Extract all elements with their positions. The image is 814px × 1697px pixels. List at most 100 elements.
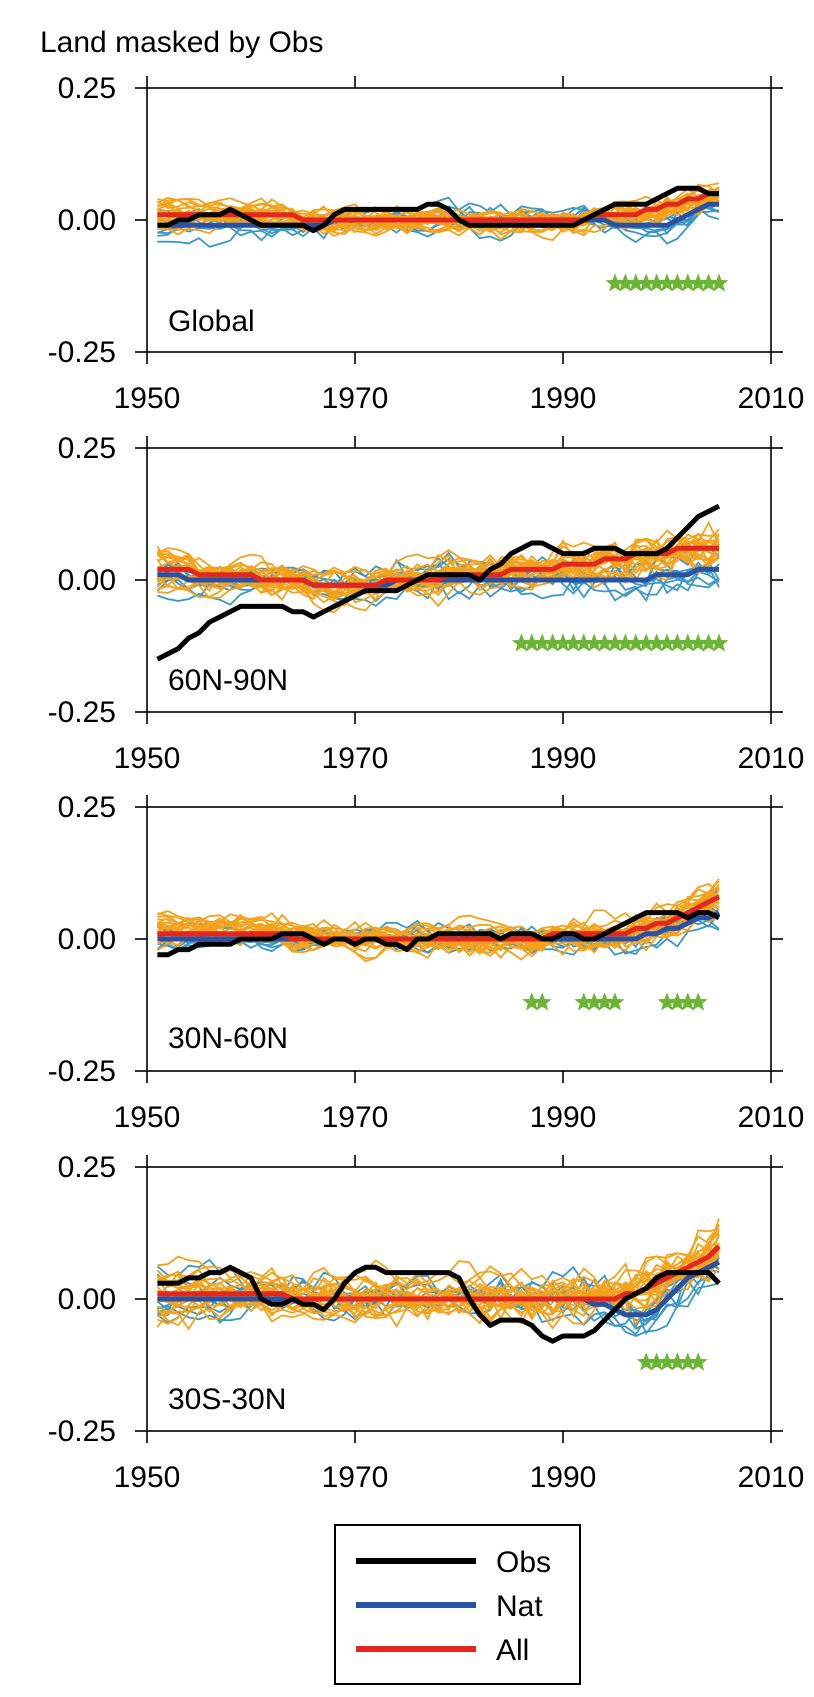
series-line-obs	[156, 503, 721, 662]
series-line-obs	[157, 910, 721, 958]
significance-star	[667, 633, 687, 652]
y-tick-label: 0.25	[58, 791, 116, 824]
x-tick-label: 1990	[530, 1101, 597, 1134]
x-tick-label: 1970	[322, 742, 389, 775]
significance-star	[699, 633, 719, 652]
y-tick-label: 0.00	[58, 923, 116, 956]
significance-star	[584, 633, 604, 652]
significance-star	[699, 273, 719, 292]
significance-star	[543, 633, 563, 652]
significance-star	[636, 633, 656, 652]
significance-star	[657, 633, 677, 652]
significance-star	[532, 992, 552, 1011]
significance-star	[595, 992, 615, 1011]
y-tick-label: 0.25	[58, 432, 116, 465]
x-tick-label: 1970	[322, 1461, 389, 1494]
legend: Obs Nat All	[334, 1524, 581, 1685]
x-tick-label: 1950	[114, 1101, 181, 1134]
y-tick-label: -0.25	[48, 1415, 116, 1448]
significance-star	[688, 1352, 708, 1371]
series-line-all	[157, 894, 721, 942]
significance-star	[678, 633, 698, 652]
x-tick-label: 1950	[114, 382, 181, 415]
x-tick-label: 2010	[738, 742, 805, 775]
significance-star	[574, 992, 594, 1011]
x-tick-label: 1990	[530, 1461, 597, 1494]
panel-label: 60N-90N	[168, 664, 288, 697]
x-tick-label: 2010	[738, 1101, 805, 1134]
y-tick-label: 0.25	[58, 1151, 116, 1184]
series-line-obs	[157, 1264, 721, 1344]
significance-star	[626, 633, 646, 652]
significance-star	[688, 633, 708, 652]
significance-star	[605, 992, 625, 1011]
all-member-line	[157, 887, 720, 954]
significance-star	[678, 992, 698, 1011]
x-tick-label: 2010	[738, 1461, 805, 1494]
significance-star	[678, 1352, 698, 1371]
significance-star	[647, 1352, 667, 1371]
significance-star	[636, 273, 656, 292]
significance-star	[647, 633, 667, 652]
significance-star	[574, 633, 594, 652]
significance-star	[647, 273, 667, 292]
y-tick-label: -0.25	[48, 1055, 116, 1088]
legend-label-obs: Obs	[496, 1546, 551, 1579]
panel-label: 30S-30N	[168, 1383, 286, 1416]
significance-star	[522, 633, 542, 652]
y-tick-label: 0.25	[58, 72, 116, 105]
x-tick-label: 1970	[322, 1101, 389, 1134]
panel-label: 30N-60N	[168, 1022, 288, 1055]
x-tick-label: 2010	[738, 382, 805, 415]
x-tick-label: 1990	[530, 382, 597, 415]
significance-star	[615, 273, 635, 292]
significance-star	[667, 1352, 687, 1371]
significance-star	[667, 992, 687, 1011]
y-tick-label: 0.00	[58, 204, 116, 237]
y-tick-label: 0.00	[58, 1283, 116, 1316]
panel-30n-60n: 30N-60N 0.25 0.00 -0.25 1950 1970 1990 2…	[48, 791, 805, 1134]
series-line-all	[157, 191, 719, 223]
significance-star	[532, 633, 552, 652]
significance-star	[615, 633, 635, 652]
significance-star	[563, 633, 583, 652]
x-tick-label: 1970	[322, 382, 389, 415]
significance-star	[605, 633, 625, 652]
significance-star	[595, 633, 615, 652]
series-line-obs	[157, 185, 719, 234]
significance-star	[688, 992, 708, 1011]
x-tick-label: 1950	[114, 1461, 181, 1494]
series-line-all	[157, 1244, 721, 1302]
significance-star	[636, 1352, 656, 1371]
significance-star	[584, 992, 604, 1011]
figure-title: Land masked by Obs	[40, 26, 324, 59]
y-tick-label: -0.25	[48, 336, 116, 369]
panel-label: Global	[168, 305, 255, 338]
panel-60n-90n: 60N-90N 0.25 0.00 -0.25 1950 1970 1990 2…	[48, 432, 805, 775]
legend-label-nat: Nat	[496, 1590, 543, 1623]
significance-star	[522, 992, 542, 1011]
x-tick-label: 1950	[114, 742, 181, 775]
significance-star	[657, 1352, 677, 1371]
legend-label-all: All	[496, 1634, 529, 1667]
significance-star	[709, 633, 729, 652]
panel-global: Global 0.25 0.00 -0.25 1950 1970 1990 20…	[48, 72, 805, 415]
significance-star	[678, 273, 698, 292]
y-tick-label: -0.25	[48, 696, 116, 729]
panel-30s-30n: 30S-30N 0.25 0.00 -0.25 1950 1970 1990 2…	[48, 1151, 805, 1494]
all-member-line	[156, 895, 720, 951]
significance-star	[657, 992, 677, 1011]
significance-star	[553, 633, 573, 652]
significance-star	[709, 273, 729, 292]
all-member-line	[157, 1255, 720, 1323]
y-tick-label: 0.00	[58, 564, 116, 597]
significance-star	[688, 273, 708, 292]
significance-star	[657, 273, 677, 292]
significance-star	[667, 273, 687, 292]
x-tick-label: 1990	[530, 742, 597, 775]
significance-star	[626, 273, 646, 292]
series-line-all	[157, 545, 719, 588]
significance-star	[511, 633, 531, 652]
significance-star	[605, 273, 625, 292]
